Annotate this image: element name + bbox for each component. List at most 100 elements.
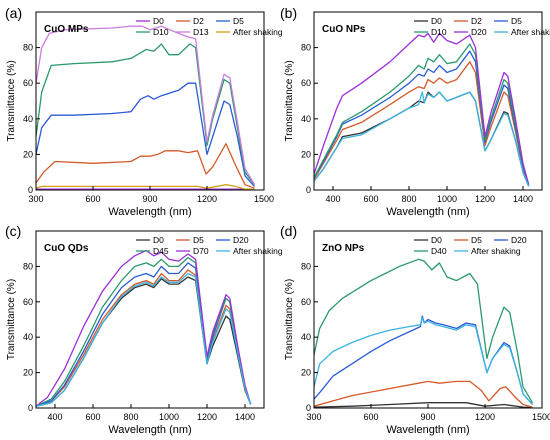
y-axis-title: Transmittance (%) bbox=[6, 60, 17, 141]
y-tick-label: 60 bbox=[23, 78, 33, 88]
y-axis-title: Transmittance (%) bbox=[6, 279, 17, 360]
x-tick-label: 600 bbox=[85, 412, 100, 422]
panel-label: (a) bbox=[5, 5, 22, 21]
x-tick-label: 1200 bbox=[475, 194, 495, 204]
x-tick-label: 800 bbox=[401, 194, 416, 204]
y-tick-label: 20 bbox=[301, 149, 311, 159]
series-lines bbox=[36, 249, 252, 407]
y-tick-label: 80 bbox=[301, 43, 311, 53]
y-tick-label: 0 bbox=[28, 185, 33, 195]
legend-label: D10 bbox=[431, 27, 447, 37]
chart-panel-4: (d) 300 600 900 1200 1500 0 20 40 60 80 Wavelength … bbox=[280, 223, 550, 436]
legend-label: D70 bbox=[193, 246, 209, 256]
x-tick-label: 600 bbox=[85, 194, 100, 204]
legend-label: D5 bbox=[511, 16, 522, 26]
y-tick-label: 80 bbox=[23, 43, 33, 53]
legend-label: D0 bbox=[431, 235, 442, 245]
x-tick-label: 1200 bbox=[197, 194, 217, 204]
y-tick-label: 80 bbox=[23, 261, 33, 271]
legend-label: D10 bbox=[153, 27, 169, 37]
legend-label: After shaking bbox=[511, 27, 550, 37]
chart-panel-1: (a) 300 600 900 1200 1500 0 20 40 60 80 Wavelength … bbox=[5, 5, 283, 218]
plot-frame bbox=[35, 230, 265, 409]
y-tick-label: 80 bbox=[301, 261, 311, 271]
legend-label: After shaking bbox=[471, 246, 521, 256]
y-tick-label: 20 bbox=[23, 149, 33, 159]
x-tick-label: 1500 bbox=[254, 194, 274, 204]
series-line-d20 bbox=[314, 32, 530, 185]
x-tick-label: 600 bbox=[363, 194, 378, 204]
legend: D0 D2 D5 D10 D13 After shaking bbox=[136, 16, 283, 37]
x-tick-label: 1400 bbox=[513, 194, 533, 204]
x-tick-label: 1000 bbox=[159, 412, 179, 422]
panel-label: (d) bbox=[280, 223, 297, 239]
x-axis-title: Wavelength (nm) bbox=[386, 424, 469, 436]
panel-label: (c) bbox=[5, 223, 21, 239]
y-tick-label: 0 bbox=[28, 403, 33, 413]
x-tick-label: 300 bbox=[306, 412, 321, 422]
x-tick-label: 1500 bbox=[532, 412, 550, 422]
chart-panel-3: (c) 400 600 800 1000 1200 1400 0 20 40 60 80 Wavelen… bbox=[5, 223, 283, 436]
legend-label: D2 bbox=[471, 16, 482, 26]
x-tick-label: 900 bbox=[420, 412, 435, 422]
x-tick-label: 300 bbox=[28, 194, 43, 204]
x-tick-label: 1200 bbox=[475, 412, 495, 422]
x-tick-label: 800 bbox=[123, 412, 138, 422]
x-tick-label: 900 bbox=[142, 194, 157, 204]
legend-label: D5 bbox=[193, 235, 204, 245]
series-line-d2 bbox=[314, 61, 530, 185]
series-line-d45 bbox=[36, 256, 252, 407]
x-axis-title: Wavelength (nm) bbox=[108, 424, 191, 436]
legend-label: D5 bbox=[471, 235, 482, 245]
series-line-after-shaking bbox=[36, 184, 255, 190]
panel-label: (b) bbox=[280, 5, 297, 21]
x-tick-label: 1000 bbox=[437, 194, 457, 204]
series-line-d5 bbox=[36, 269, 252, 407]
legend-label: After shaking bbox=[233, 27, 283, 37]
y-tick-label: 60 bbox=[23, 297, 33, 307]
legend-label: D2 bbox=[193, 16, 204, 26]
plot-frame bbox=[35, 11, 265, 191]
y-tick-label: 60 bbox=[301, 78, 311, 88]
series-line-d5 bbox=[36, 82, 255, 187]
legend-label: D0 bbox=[153, 16, 164, 26]
legend-label: D20 bbox=[511, 235, 527, 245]
y-tick-label: 20 bbox=[23, 368, 33, 378]
series-lines bbox=[36, 25, 256, 190]
y-tick-label: 40 bbox=[301, 332, 311, 342]
series-line-d10 bbox=[36, 43, 256, 186]
series-lines bbox=[314, 258, 534, 408]
x-tick-label: 1200 bbox=[197, 412, 217, 422]
series-line-d0 bbox=[314, 402, 533, 408]
legend-label: D20 bbox=[471, 27, 487, 37]
legend-label: After shaking bbox=[233, 246, 283, 256]
series-line-d70 bbox=[36, 249, 252, 407]
series-line-d0 bbox=[36, 276, 252, 407]
legend-label: D0 bbox=[153, 235, 164, 245]
sample-annotation: ZnO NPs bbox=[322, 243, 365, 254]
x-tick-label: 400 bbox=[47, 412, 62, 422]
x-tick-label: 400 bbox=[325, 194, 340, 204]
y-tick-label: 40 bbox=[23, 114, 33, 124]
series-line-d5 bbox=[314, 380, 533, 408]
legend-label: D5 bbox=[233, 16, 244, 26]
y-tick-label: 40 bbox=[301, 114, 311, 124]
legend: D0 D5 D20 D45 D70 After shaking bbox=[136, 235, 283, 256]
y-tick-label: 0 bbox=[306, 185, 311, 195]
y-axis-title: Transmittance (%) bbox=[284, 279, 295, 360]
sample-annotation: CuO QDs bbox=[44, 243, 89, 254]
legend-label: D45 bbox=[153, 246, 169, 256]
x-axis-title: Wavelength (nm) bbox=[386, 206, 469, 218]
x-tick-label: 600 bbox=[363, 412, 378, 422]
legend-label: D13 bbox=[193, 27, 209, 37]
y-tick-label: 20 bbox=[301, 368, 311, 378]
series-line-d13 bbox=[36, 25, 256, 186]
legend: D0 D5 D20 D40 After shaking bbox=[414, 235, 527, 256]
x-tick-label: 1400 bbox=[235, 412, 255, 422]
chart-panel-2: (b) 400 600 800 1000 1200 1400 0 20 40 60 80 Wavelen… bbox=[280, 5, 550, 218]
series-line-after-shaking bbox=[36, 272, 252, 407]
legend-label: D40 bbox=[431, 246, 447, 256]
y-tick-label: 40 bbox=[23, 332, 33, 342]
series-line-d20 bbox=[314, 315, 533, 405]
